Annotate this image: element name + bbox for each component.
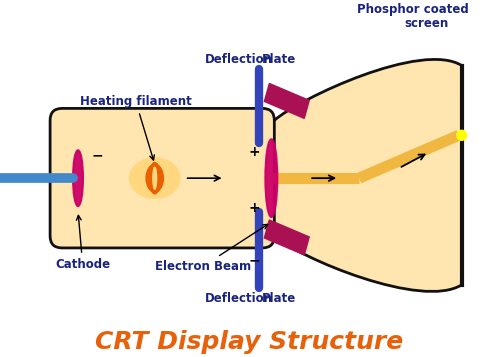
Text: Electron Beam: Electron Beam bbox=[154, 224, 268, 273]
Text: Cathode: Cathode bbox=[55, 215, 110, 271]
Text: +: + bbox=[248, 145, 260, 159]
Text: Phosphor coated: Phosphor coated bbox=[357, 3, 469, 16]
Ellipse shape bbox=[266, 139, 278, 217]
FancyBboxPatch shape bbox=[50, 109, 274, 248]
Ellipse shape bbox=[129, 157, 180, 199]
Text: Deflection: Deflection bbox=[204, 52, 272, 66]
Text: −: − bbox=[91, 148, 103, 162]
Ellipse shape bbox=[73, 150, 83, 206]
Text: Plate: Plate bbox=[262, 52, 296, 66]
Text: CRT Display Structure: CRT Display Structure bbox=[96, 330, 404, 353]
Circle shape bbox=[456, 130, 466, 140]
Polygon shape bbox=[264, 220, 309, 255]
Text: Plate: Plate bbox=[262, 292, 296, 305]
Text: −: − bbox=[248, 253, 260, 267]
Text: Heating filament: Heating filament bbox=[80, 95, 192, 160]
Text: screen: screen bbox=[404, 17, 448, 30]
Polygon shape bbox=[274, 60, 462, 291]
Text: Deflection: Deflection bbox=[204, 292, 272, 305]
Polygon shape bbox=[264, 84, 309, 119]
Text: +: + bbox=[248, 201, 260, 215]
